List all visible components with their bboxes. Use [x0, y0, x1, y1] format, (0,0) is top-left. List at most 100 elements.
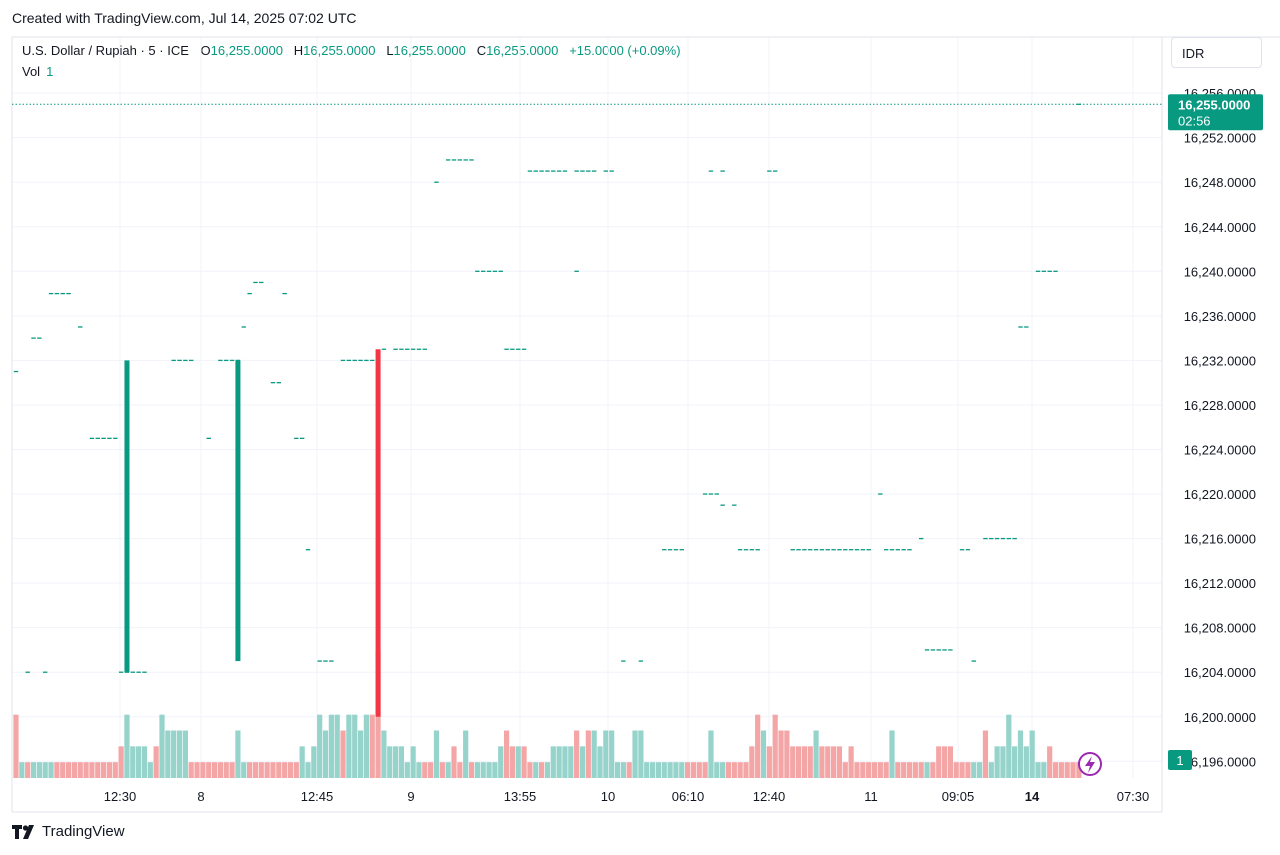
volume-bar: [299, 746, 305, 778]
bar-countdown: 02:56: [1178, 113, 1211, 128]
volume-bar: [866, 762, 872, 778]
symbol-name[interactable]: U.S. Dollar / Rupiah · 5 · ICE: [22, 43, 189, 58]
price-axis-label: 16,232.0000: [1184, 353, 1256, 368]
volume-axis-badge: [1168, 750, 1192, 770]
volume-bar: [807, 746, 813, 778]
time-axis-label: 10: [601, 789, 615, 804]
change-value: +15.0000 (+0.09%): [569, 43, 681, 58]
volume-bar: [574, 730, 580, 778]
volume-bar: [556, 746, 562, 778]
volume-bar: [25, 762, 31, 778]
volume-bar: [533, 762, 539, 778]
volume-bar: [322, 730, 329, 778]
volume-bar: [673, 762, 679, 778]
volume-bar: [77, 762, 83, 778]
time-axis-label: 06:10: [672, 789, 705, 804]
volume-bar: [1023, 746, 1029, 778]
volume-bar: [147, 762, 153, 778]
volume-bar: [679, 762, 685, 778]
low-label: L: [386, 43, 394, 58]
volume-bar: [439, 762, 445, 778]
volume-bar: [451, 746, 457, 778]
volume-bar: [398, 746, 405, 778]
volume-bar: [737, 762, 743, 778]
created-with-caption: Created with TradingView.com, Jul 14, 20…: [12, 10, 357, 26]
volume-bar: [89, 762, 95, 778]
tradingview-logo-icon: [12, 824, 34, 839]
volume-bar: [71, 762, 77, 778]
volume-bar: [468, 762, 475, 778]
volume-bar: [346, 714, 352, 778]
volume-bar: [159, 714, 165, 778]
volume-bar: [387, 746, 393, 778]
tradingview-logo[interactable]: TradingView: [12, 823, 125, 840]
volume-bar: [276, 762, 282, 778]
volume-bar: [965, 762, 971, 778]
volume-bar: [813, 730, 819, 778]
volume-bar: [661, 762, 667, 778]
time-axis-label: 8: [197, 789, 204, 804]
volume-bar: [1006, 714, 1012, 778]
volume-bar: [766, 746, 772, 778]
volume-bar: [1035, 762, 1041, 778]
time-axis-label: 14: [1025, 789, 1040, 804]
volume-bar: [702, 762, 708, 778]
volume-bar: [136, 746, 142, 778]
volume-bar: [690, 762, 697, 778]
volume-bar: [772, 714, 778, 778]
volume-bar: [258, 762, 264, 778]
volume-bar: [521, 746, 527, 778]
volume-legend: Vol 1: [22, 64, 53, 79]
volume-bar: [492, 762, 498, 778]
volume-bar: [48, 762, 54, 778]
volume-bar: [19, 762, 25, 778]
volume-bar: [871, 762, 878, 778]
volume-bar: [188, 762, 194, 778]
time-axis-label: 12:45: [301, 789, 334, 804]
price-axis-label: 16,224.0000: [1184, 442, 1256, 457]
volume-bar: [153, 746, 159, 778]
volume-bar: [714, 762, 720, 778]
volume-bar: [369, 714, 375, 778]
volume-bar: [901, 762, 907, 778]
volume-bar: [480, 762, 486, 778]
volume-bar: [328, 714, 334, 778]
volume-bar: [211, 762, 218, 778]
volume-bar: [778, 730, 784, 778]
volume-bar: [988, 762, 994, 778]
volume-bar: [311, 746, 317, 778]
volume-bar: [632, 730, 638, 778]
volume-bar: [725, 762, 732, 778]
volume-bar: [498, 746, 504, 778]
volume-bar: [54, 762, 60, 778]
volume-bar: [486, 762, 492, 778]
volume-bar: [877, 762, 883, 778]
volume-bar: [194, 762, 200, 778]
candle-up: [124, 360, 130, 673]
volume-bar: [953, 762, 959, 778]
volume-bar: [860, 762, 866, 778]
volume-bar: [936, 746, 942, 778]
brand-name: TradingView: [42, 823, 125, 840]
volume-bar: [106, 762, 113, 778]
volume-bar: [743, 762, 749, 778]
volume-bar: [649, 762, 656, 778]
volume-bar: [474, 762, 480, 778]
volume-bar: [124, 714, 130, 778]
price-axis-label: 16,240.0000: [1184, 264, 1256, 279]
volume-bar: [36, 762, 42, 778]
volume-bar: [842, 762, 848, 778]
volume-bar: [708, 730, 714, 778]
time-axis-label: 09:05: [942, 789, 975, 804]
volume-bar: [895, 762, 901, 778]
time-axis-label: 07:30: [1117, 789, 1150, 804]
close-label: C: [476, 43, 487, 58]
volume-bar: [1070, 762, 1076, 778]
volume-bar: [463, 730, 469, 778]
volume-label[interactable]: Vol: [22, 64, 41, 79]
price-axis-label: 16,228.0000: [1184, 398, 1256, 413]
symbol-legend: U.S. Dollar / Rupiah · 5 · ICE O16,255.0…: [22, 43, 681, 58]
volume-bar: [539, 762, 545, 778]
volume-bar: [848, 746, 854, 778]
